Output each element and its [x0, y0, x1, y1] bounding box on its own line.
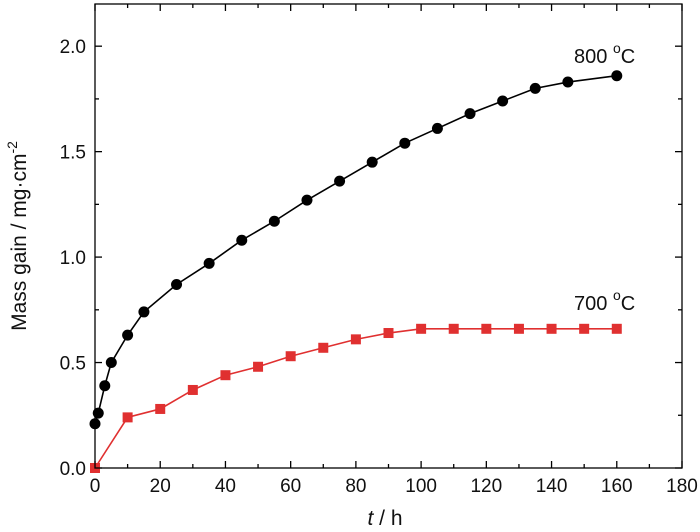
data-point [464, 108, 476, 120]
data-point [138, 306, 150, 318]
series-label-800-main: 800 [574, 46, 613, 68]
x-tick-label: 100 [405, 476, 437, 497]
data-point [318, 342, 329, 353]
data-point [220, 370, 231, 381]
series-label-700-main: 700 [574, 293, 613, 315]
series-line-1 [94, 327, 617, 469]
data-point [416, 323, 427, 334]
x-tick-label: 160 [601, 476, 633, 497]
y-axis-label: Mass gain / mg·cm-2 [4, 141, 31, 331]
data-point [122, 412, 133, 423]
data-point [497, 95, 509, 107]
data-point [562, 76, 574, 88]
data-point [611, 70, 623, 82]
data-point [187, 384, 198, 395]
x-tick-label: 120 [470, 476, 502, 497]
series-line-0 [94, 74, 617, 424]
data-point [122, 329, 134, 341]
data-point [431, 122, 443, 134]
series-label-700-unit: C [621, 293, 635, 315]
data-point [399, 137, 411, 149]
data-point [236, 234, 248, 246]
data-point [203, 257, 215, 269]
series-label-700: 700 oC [574, 287, 635, 315]
data-point [448, 323, 459, 334]
data-point [301, 194, 313, 206]
x-tick-label: 60 [280, 476, 301, 497]
y-axis-label-sup: -2 [4, 141, 20, 154]
data-point [529, 82, 541, 94]
data-point [611, 323, 622, 334]
data-point [579, 323, 590, 334]
data-point [285, 351, 296, 362]
series-label-700-deg: o [613, 287, 621, 303]
x-tick-label: 80 [345, 476, 366, 497]
ticks-layer: 0 20 40 60 80 100 120 140 160 180 0.0 0.5 1.0 1.5 2.0 [60, 4, 698, 497]
y-axis-label-main: Mass gain / mg·cm [8, 154, 31, 331]
series-label-800-unit: C [621, 46, 635, 68]
y-tick-label: 1.5 [60, 143, 86, 164]
data-point [171, 279, 183, 291]
x-axis-label-italic: t [367, 507, 374, 530]
x-tick-label: 20 [150, 476, 171, 497]
data-point [99, 380, 111, 392]
series-label-800: 800 oC [574, 40, 635, 68]
data-point [155, 403, 166, 414]
y-tick-label: 0.0 [60, 459, 86, 480]
data-point [513, 323, 524, 334]
data-point [253, 361, 264, 372]
x-tick-label: 0 [90, 476, 101, 497]
data-point [268, 215, 280, 227]
data-point [334, 175, 346, 187]
y-tick-label: 0.5 [60, 354, 86, 375]
x-axis-label: t / h [367, 507, 402, 530]
data-point [481, 323, 492, 334]
y-tick-label: 1.0 [60, 248, 86, 269]
data-point [105, 357, 117, 369]
series-label-800-deg: o [613, 40, 621, 56]
x-axis-label-rest: / h [373, 507, 402, 530]
data-point [546, 323, 557, 334]
plot-frame [94, 3, 683, 469]
series-layer [89, 70, 623, 473]
x-tick-label: 40 [215, 476, 236, 497]
y-tick-label: 2.0 [60, 37, 86, 58]
x-tick-label: 140 [536, 476, 568, 497]
data-point [366, 156, 378, 168]
x-tick-label: 180 [666, 476, 698, 497]
data-point [383, 328, 394, 339]
data-point [350, 334, 361, 345]
